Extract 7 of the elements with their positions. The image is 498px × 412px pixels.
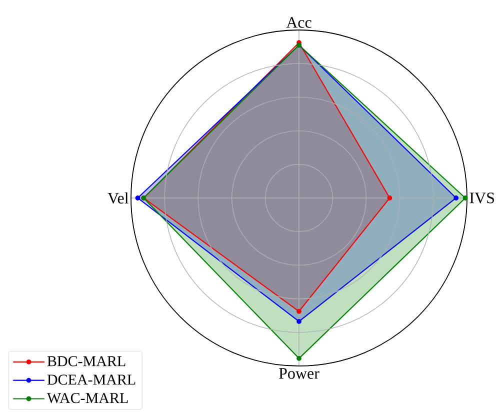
spoke-label: Power (279, 368, 320, 379)
spoke-label: IVS (470, 192, 494, 204)
legend-label: BDC-MARL (47, 356, 126, 366)
legend-label: DCEA-MARL (47, 374, 136, 385)
legend-label: WAC-MARL (46, 393, 128, 404)
spoke-label: Vel (108, 192, 128, 204)
spoke-label: Acc (286, 17, 312, 28)
